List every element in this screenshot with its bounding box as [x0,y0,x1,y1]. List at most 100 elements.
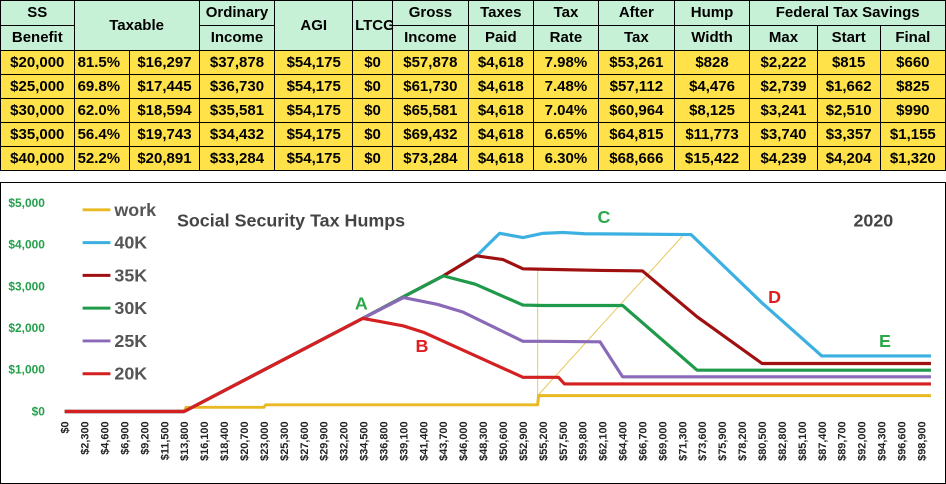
table-row: $20,000 81.5% $16,297 $37,878 $54,175 $0 $57,8… [0,50,946,75]
y-tick-label: $3,000 [8,279,45,293]
table-cell: $18,594 [129,98,200,123]
table-cell: $2,510 [816,98,881,123]
x-tick-label: $75,900 [717,421,729,460]
table-cell: $4,618 [467,122,534,147]
y-tick-label: $0 [32,404,46,418]
header-start: Start [816,25,881,51]
table-cell: $1,320 [879,146,946,171]
table-cell: $54,175 [274,122,354,147]
table-cell: $2,222 [749,50,818,75]
table-cell: $0 [352,74,394,99]
table-row: $35,000 56.4% $19,743 $34,432 $54,175 $0 $69,4… [0,122,946,147]
legend-label-30k: 30K [114,298,147,318]
reference-diagonal [537,235,683,396]
x-tick-label: $6,900 [119,421,131,454]
header-ltcg: LTCG [352,0,394,51]
table-cell: $54,175 [274,74,354,99]
annotation-a: A [355,293,368,313]
table-cell: $1,662 [816,74,881,99]
table-cell: $54,175 [274,98,354,123]
table-cell: $1,155 [879,122,946,147]
table-cell: $30,000 [0,98,75,123]
x-tick-label: $34,500 [359,421,371,460]
x-tick-label: $36,800 [378,421,390,460]
y-tick-label: $4,000 [8,238,45,252]
tax-savings-table: SS Taxable Ordinary AGI LTCG Gross Taxes… [0,0,946,171]
x-tick-label: $92,000 [857,421,869,460]
x-tick-label: $59,800 [578,421,590,460]
y-tick-label: $2,000 [8,321,45,335]
x-tick-label: $16,100 [199,421,211,460]
header-width: Width [673,25,751,51]
x-tick-label: $18,400 [219,421,231,460]
x-tick-label: $55,200 [538,421,550,460]
x-tick-label: $73,600 [697,421,709,460]
table-cell: $4,618 [467,98,534,123]
header-gross: Gross [392,0,469,26]
x-tick-label: $64,400 [618,421,630,460]
table-cell: $4,204 [816,146,881,171]
table-cell: 62.0% [73,98,131,123]
x-tick-label: $89,700 [837,421,849,460]
table-cell: $57,878 [392,50,469,75]
table-cell: 7.98% [532,50,600,75]
table-cell: 81.5% [73,50,131,75]
x-tick-label: $66,700 [637,421,649,460]
header-income-2: Income [392,25,469,51]
tax-hump-chart: $0 $1,000 $2,000 $3,000 $4,000 $5,000 $0 $2,300… [0,182,946,484]
x-tick-label: $52,900 [518,421,530,460]
table-cell: $68,666 [598,146,675,171]
legend-label-work: work [113,200,156,220]
legend-label-20k: 20K [114,364,147,384]
header-federal-savings: Federal Tax Savings [749,0,946,26]
header-benefit: Benefit [0,25,75,51]
table-cell: $16,297 [129,50,200,75]
x-tick-label: $41,400 [418,421,430,460]
table-cell: $36,730 [198,74,276,99]
x-tick-label: $0 [60,421,72,433]
series-line-work [64,394,931,413]
table-cell: $3,357 [816,122,881,147]
x-tick-label: $78,200 [737,421,749,460]
annotation-e: E [879,331,891,351]
x-tick-label: $11,500 [159,421,171,460]
x-tick-label: $20,700 [239,421,251,460]
header-agi: AGI [274,0,354,51]
table-cell: $54,175 [274,50,354,75]
header-hump: Hump [673,0,751,26]
x-tick-label: $46,000 [458,421,470,460]
table-cell: $4,618 [467,146,534,171]
x-tick-label: $71,300 [677,421,689,460]
table-cell: $0 [352,146,394,171]
table-cell: 69.8% [73,74,131,99]
table-cell: $815 [816,50,881,75]
table-cell: 7.04% [532,98,600,123]
legend-label-40k: 40K [114,233,147,253]
table-cell: $828 [673,50,751,75]
x-tick-label: $85,100 [797,421,809,460]
table-cell: $0 [352,50,394,75]
x-tick-label: $82,800 [777,421,789,460]
x-tick-label: $13,800 [179,421,191,460]
table-row: $40,000 52.2% $20,891 $33,284 $54,175 $0 $73,2… [0,146,946,171]
x-tick-label: $29,900 [319,421,331,460]
table-cell: 7.48% [532,74,600,99]
table-cell: $4,239 [749,146,818,171]
table-cell: 6.30% [532,146,600,171]
annotation-d: D [768,287,781,307]
table-cell: $4,618 [467,74,534,99]
header-after: After [598,0,675,26]
table-cell: $19,743 [129,122,200,147]
header-taxable: Taxable [73,0,200,51]
y-tick-label: $1,000 [8,363,45,377]
x-tick-label: $2,300 [80,421,92,454]
header-after-tax: Tax [598,25,675,51]
x-tick-label: $4,600 [100,421,112,454]
header-row-top: SS Taxable Ordinary AGI LTCG Gross Taxes… [0,0,946,51]
table-cell: $4,618 [467,50,534,75]
table-cell: $25,000 [0,74,75,99]
x-tick-label: $39,100 [398,421,410,460]
table-cell: $54,175 [274,146,354,171]
table-cell: $69,432 [392,122,469,147]
table-cell: $8,125 [673,98,751,123]
